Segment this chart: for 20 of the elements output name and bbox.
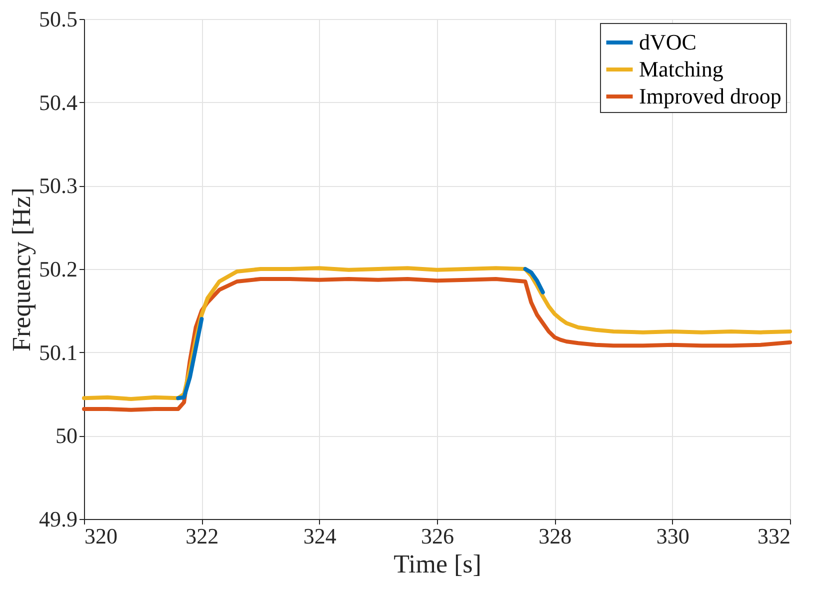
x-tick-label: 326 [421,524,454,548]
y-tick-label: 50.1 [39,340,78,365]
y-tick-label: 50.3 [39,173,78,198]
legend-label: dVOC [639,30,696,54]
y-tick-label: 50.2 [39,256,78,282]
x-axis-title: Time [s] [394,550,482,578]
x-tick-label: 328 [538,524,572,548]
x-tick-label: 332 [758,524,790,548]
x-tick-label: 320 [84,524,118,548]
y-tick-label: 50.4 [39,90,78,115]
x-tick-label: 330 [656,524,690,548]
x-tick-label: 322 [186,524,219,548]
legend-label: Improved droop [639,84,782,108]
y-axis-title: Frequency [Hz] [7,188,36,352]
legend-label: Matching [639,56,724,82]
x-tick-label: 324 [303,524,336,548]
y-tick-label: 50 [56,423,78,448]
line-series [82,277,792,412]
y-tick-label: 49.9 [39,506,78,532]
y-tick-label: 50.5 [39,6,78,32]
